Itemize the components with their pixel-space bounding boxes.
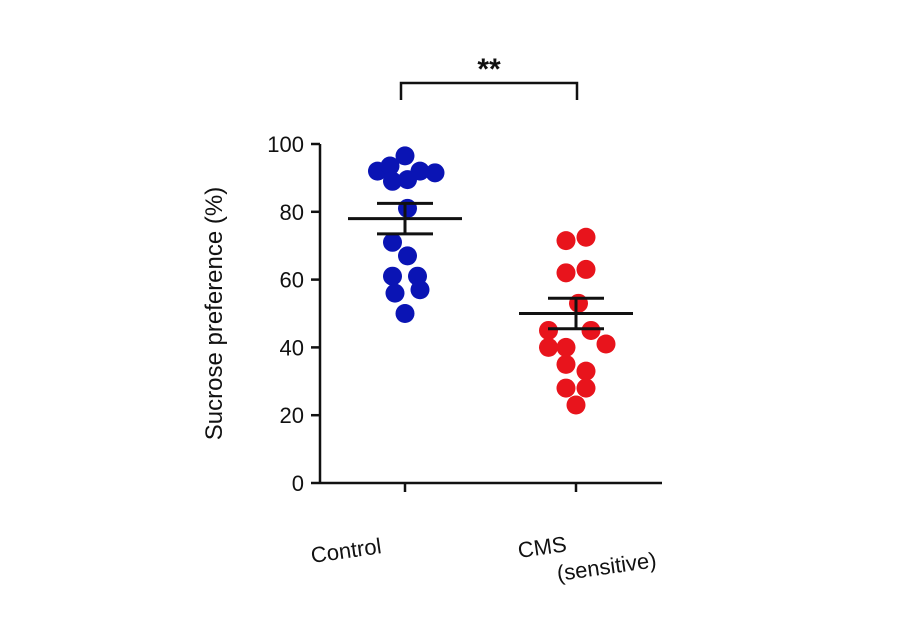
data-point (383, 232, 402, 252)
data-point (410, 280, 430, 300)
data-point (398, 246, 417, 266)
y-tick-label: 0 (292, 471, 304, 496)
data-point (395, 304, 415, 323)
significance-label: ** (477, 53, 501, 86)
data-point (581, 320, 601, 340)
data-marks (368, 146, 616, 415)
y-tick-label: 40 (280, 335, 304, 360)
data-point (539, 320, 558, 340)
data-point (398, 170, 417, 190)
axes (311, 142, 662, 492)
data-point (539, 337, 558, 357)
significance-annotation: ** (399, 53, 579, 100)
data-point (596, 334, 616, 354)
y-tick-label: 60 (280, 268, 304, 293)
x-category-label: CMS (516, 531, 568, 563)
y-tick-label: 80 (280, 200, 304, 225)
summary-bars (348, 201, 633, 331)
data-point (576, 259, 596, 279)
data-point (383, 171, 402, 191)
data-point (395, 146, 415, 166)
data-point (556, 354, 576, 374)
data-point (569, 293, 588, 313)
data-point (385, 283, 405, 303)
data-point (556, 231, 576, 251)
data-point (576, 227, 596, 247)
data-point (576, 361, 596, 381)
data-point (566, 395, 586, 415)
x-category-label: (sensitive) (555, 547, 658, 586)
x-category-label: Control (309, 533, 383, 568)
data-point (380, 156, 400, 176)
data-point (425, 163, 445, 183)
data-point (556, 378, 576, 398)
data-point (556, 337, 576, 357)
y-tick-label: 100 (267, 132, 304, 157)
y-tick-label: 20 (280, 403, 304, 428)
data-point (383, 266, 402, 286)
significance-bracket (399, 81, 579, 100)
data-point (398, 198, 417, 218)
data-point (576, 378, 596, 398)
y-axis-title: Sucrose preference (%) (201, 187, 228, 440)
labels: 0 20 40 60 80 100 Sucrose preference (%) Contro… (201, 132, 658, 586)
data-point (556, 263, 576, 283)
